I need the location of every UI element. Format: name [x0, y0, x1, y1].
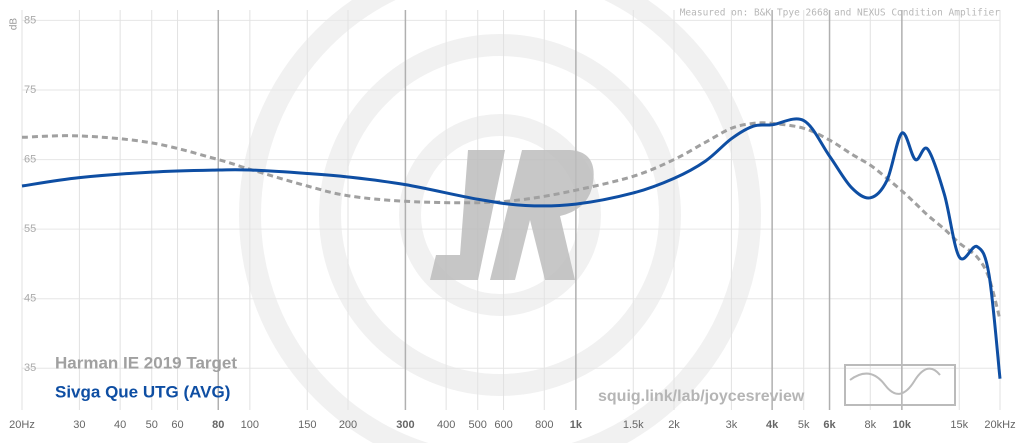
y-tick-label: 75 — [24, 84, 36, 96]
y-tick-label: 65 — [24, 153, 36, 165]
x-tick-label: 800 — [535, 419, 553, 431]
x-tick-label: 6k — [823, 419, 836, 431]
grid: 35 45 55 65 75 85 20Hz 30 40 50 60 80 100 150 200 300 40… — [9, 10, 1016, 431]
y-tick-label: 45 — [24, 293, 36, 305]
x-tick-label: 400 — [437, 419, 455, 431]
x-tick-label: 20kHz — [984, 419, 1015, 431]
legend-entry: Sivga Que UTG (AVG) — [55, 382, 230, 401]
x-tick-label: 2k — [668, 419, 680, 431]
x-tick-label: 5k — [798, 419, 810, 431]
x-tick-label: 200 — [339, 419, 357, 431]
x-tick-label: 50 — [146, 419, 158, 431]
x-tick-label: 40 — [114, 419, 126, 431]
watermark: squig.link/lab/joycesreview — [598, 388, 805, 405]
x-tick-label: 60 — [171, 419, 183, 431]
plot — [21, 117, 1002, 379]
y-tick-label: 55 — [24, 223, 36, 235]
series-line — [21, 121, 1002, 320]
x-tick-label: 8k — [864, 419, 876, 431]
x-tick-label: 15k — [950, 419, 968, 431]
x-tick-label: 80 — [212, 419, 224, 431]
x-tick-label: 3k — [726, 419, 738, 431]
x-tick-label: 4k — [766, 419, 779, 431]
x-tick-label: 600 — [494, 419, 512, 431]
x-tick-label: 10k — [893, 419, 912, 431]
measurement-note: Measured on: B&K Tpye 2668 and NEXUS Con… — [680, 8, 1001, 19]
x-tick-label: 500 — [469, 419, 487, 431]
series-line — [21, 117, 1002, 379]
x-tick-label: 300 — [396, 419, 414, 431]
y-tick-label: 35 — [24, 362, 36, 374]
squiggle-logo — [844, 364, 956, 406]
x-tick-label: 1k — [570, 419, 583, 431]
background-decor — [239, 0, 761, 443]
x-tick-label: 30 — [73, 419, 85, 431]
legend-entry: Harman IE 2019 Target — [55, 353, 237, 372]
x-tick-label: 150 — [298, 419, 316, 431]
jr-logo — [430, 150, 594, 280]
x-tick-label: 1.5k — [623, 419, 644, 431]
y-axis-label: dB — [9, 18, 20, 31]
y-tick-label: 85 — [24, 14, 36, 26]
x-tick-label: 100 — [241, 419, 259, 431]
x-tick-label: 20Hz — [9, 419, 35, 431]
